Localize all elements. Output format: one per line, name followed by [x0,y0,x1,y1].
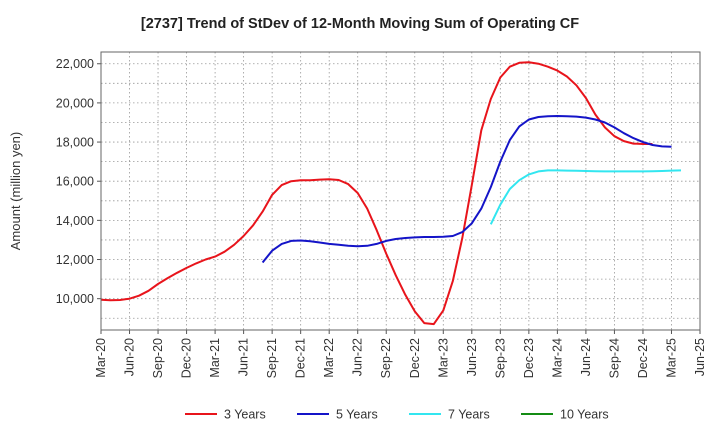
x-tick-label: Jun-20 [123,338,137,376]
series-line-7-years [489,169,682,225]
x-tick-label: Sep-22 [379,338,393,378]
x-tick-label: Dec-22 [408,338,422,378]
x-tick-label: Mar-25 [664,338,678,378]
x-tick-label: Dec-24 [636,338,650,378]
y-axis-title: Amount (million yen) [8,132,23,251]
y-tick-label: 20,000 [56,96,94,110]
plot-frame [100,51,701,331]
x-axis: Mar-20 Jun-20 Sep-20 Dec-20 Mar-21 Jun-21 Sep-… [94,330,707,378]
series-line-5-years [261,115,672,264]
chart-title: [2737] Trend of StDev of 12-Month Moving… [141,16,579,32]
x-tick-label: Dec-20 [180,338,194,378]
x-tick-label: Sep-20 [151,338,165,378]
y-axis: 10,000 12,000 14,000 16,000 18,000 20,000 22,0… [56,57,101,306]
series-line-3-years [100,61,653,326]
x-tick-label: Jun-23 [465,338,479,376]
y-tick-label: 18,000 [56,136,94,150]
y-tick-label: 22,000 [56,57,94,71]
x-tick-label: Jun-25 [693,338,707,376]
x-tick-label: Jun-22 [351,338,365,376]
x-tick-label: Jun-21 [237,338,251,376]
x-tick-label: Sep-23 [493,338,507,378]
plot-grid [100,52,701,330]
x-tick-label: Mar-23 [436,338,450,378]
legend: 3 Years 5 Years 7 Years 10 Years [185,408,609,422]
x-tick-label: Mar-21 [208,338,222,378]
y-tick-label: 14,000 [56,214,94,228]
x-tick-label: Dec-21 [294,338,308,378]
y-tick-label: 10,000 [56,292,94,306]
x-tick-label: Sep-24 [607,338,621,378]
legend-label-10-years: 10 Years [560,408,609,422]
legend-label-5-years: 5 Years [336,408,378,422]
x-tick-label: Jun-24 [579,338,593,376]
legend-label-3-years: 3 Years [224,408,266,422]
series-lines [100,61,682,326]
x-tick-label: Mar-20 [94,338,108,378]
y-tick-label: 16,000 [56,175,94,189]
x-tick-label: Mar-24 [550,338,564,378]
x-tick-label: Mar-22 [322,338,336,378]
legend-label-7-years: 7 Years [448,408,490,422]
y-tick-label: 12,000 [56,253,94,267]
x-tick-label: Dec-23 [522,338,536,378]
x-tick-label: Sep-21 [265,338,279,378]
